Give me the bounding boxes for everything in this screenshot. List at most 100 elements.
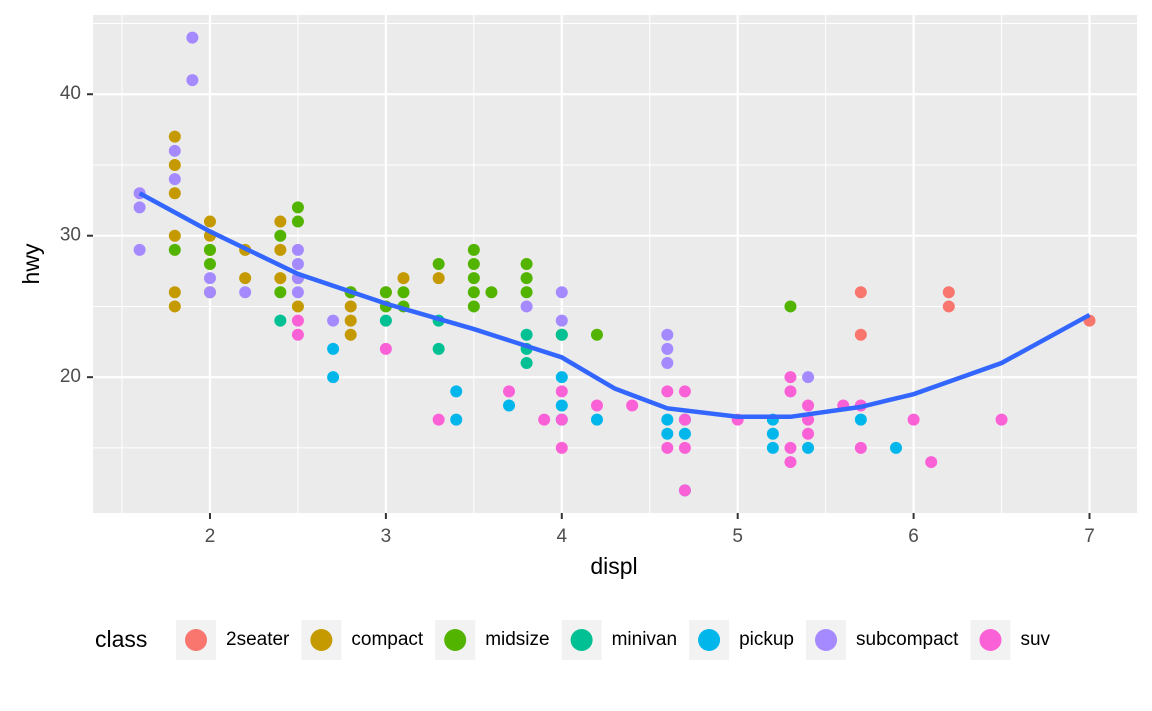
- x-tick-label: 7: [1084, 526, 1095, 547]
- point: [291, 286, 304, 299]
- point: [203, 258, 216, 270]
- point: [942, 286, 955, 299]
- point: [133, 243, 146, 256]
- point: [555, 399, 568, 412]
- legend-label: midsize: [485, 629, 549, 650]
- point: [520, 328, 533, 341]
- point: [555, 413, 568, 426]
- point: [291, 258, 304, 270]
- point: [503, 385, 516, 398]
- point: [802, 441, 815, 454]
- point: [626, 399, 639, 412]
- point: [239, 286, 252, 299]
- legend-label: compact: [351, 629, 424, 650]
- point: [678, 441, 691, 454]
- legend-title: class: [95, 626, 147, 652]
- point: [661, 427, 674, 440]
- legend-swatch: [185, 629, 207, 651]
- point: [485, 286, 498, 299]
- point: [291, 328, 304, 341]
- point: [678, 385, 691, 398]
- legend-label: suv: [1020, 629, 1050, 650]
- point: [784, 441, 797, 454]
- point: [291, 201, 304, 214]
- point: [802, 399, 815, 412]
- y-axis-label: hwy: [18, 243, 44, 284]
- point: [291, 300, 304, 313]
- y-tick-label: 30: [60, 225, 81, 246]
- point: [467, 300, 480, 313]
- legend-swatch: [979, 629, 1002, 651]
- point: [678, 484, 691, 497]
- point: [520, 272, 533, 285]
- point: [854, 441, 867, 454]
- point: [291, 314, 304, 327]
- point: [168, 187, 181, 200]
- point: [555, 385, 568, 398]
- point: [590, 328, 603, 341]
- x-axis-label: displ: [590, 553, 637, 579]
- point: [274, 272, 287, 285]
- point: [274, 286, 287, 299]
- point: [450, 413, 463, 426]
- point: [854, 328, 867, 341]
- point: [344, 300, 357, 313]
- point: [520, 300, 533, 313]
- point: [925, 456, 938, 469]
- point: [942, 300, 955, 313]
- point: [397, 286, 410, 299]
- smooth-line: [138, 191, 1091, 420]
- point: [555, 286, 568, 299]
- point: [274, 229, 287, 242]
- point: [274, 314, 287, 327]
- point: [766, 427, 779, 440]
- legend-swatch: [815, 629, 837, 651]
- point: [186, 74, 199, 87]
- point: [661, 441, 674, 454]
- point: [661, 328, 674, 341]
- point: [168, 158, 181, 171]
- point: [291, 215, 304, 228]
- point: [661, 342, 674, 355]
- point: [766, 441, 779, 454]
- point: [661, 357, 674, 370]
- point: [661, 413, 674, 426]
- point: [520, 286, 533, 299]
- point: [450, 385, 463, 398]
- point: [186, 31, 199, 44]
- point: [327, 371, 340, 384]
- legend-swatch: [310, 629, 333, 651]
- point: [397, 272, 410, 285]
- legend-swatch: [570, 629, 593, 651]
- x-tick-label: 3: [381, 526, 392, 547]
- point: [520, 258, 533, 270]
- point: [678, 413, 691, 426]
- point: [168, 144, 181, 157]
- point: [555, 371, 568, 384]
- point: [168, 173, 181, 186]
- point: [133, 201, 146, 214]
- point: [379, 286, 392, 299]
- point: [239, 272, 252, 285]
- point: [555, 328, 568, 341]
- point: [344, 328, 357, 341]
- point: [520, 357, 533, 370]
- point: [203, 286, 216, 299]
- point: [802, 371, 815, 384]
- point: [590, 413, 603, 426]
- panel: [93, 15, 1137, 513]
- point: [168, 300, 181, 313]
- point: [538, 413, 551, 426]
- point: [327, 314, 340, 327]
- point: [467, 258, 480, 270]
- point: [590, 399, 603, 412]
- point: [854, 286, 867, 299]
- point: [784, 300, 797, 313]
- point: [203, 272, 216, 285]
- point: [890, 441, 903, 454]
- point: [467, 272, 480, 285]
- point: [784, 456, 797, 469]
- point: [344, 314, 357, 327]
- legend-label: pickup: [739, 629, 794, 650]
